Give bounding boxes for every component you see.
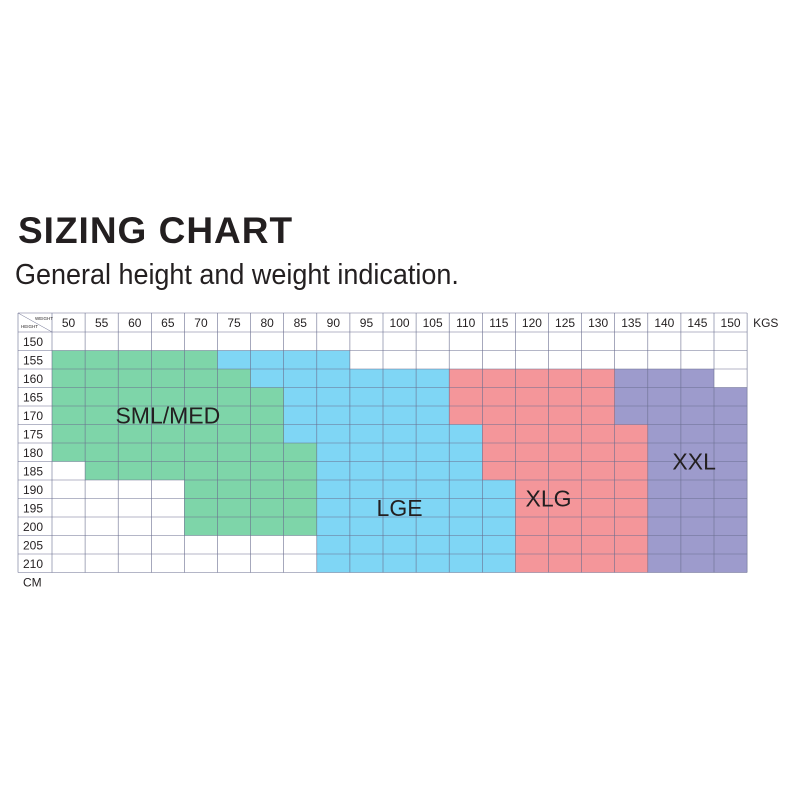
size-fill-xxl xyxy=(647,517,748,536)
size-fill-lge xyxy=(283,387,450,406)
size-fill-xxl xyxy=(614,369,714,388)
size-fill-sml-med xyxy=(52,387,284,406)
size-fill-lge xyxy=(316,461,483,480)
size-fill-sml-med xyxy=(85,461,317,480)
size-fill-lge xyxy=(283,406,450,425)
size-fill-xlg xyxy=(482,443,648,462)
size-label-lge: LGE xyxy=(377,495,423,521)
weight-tick-label: 135 xyxy=(621,316,641,330)
weight-tick-label: 115 xyxy=(489,316,508,330)
corner-height-label: HEIGHT xyxy=(21,324,38,329)
page-subtitle: General height and weight indication. xyxy=(15,259,459,291)
size-fill-xlg xyxy=(482,461,648,480)
height-tick-label: 155 xyxy=(23,354,43,368)
weight-tick-label: 120 xyxy=(522,316,542,330)
size-fill-xlg xyxy=(449,369,615,388)
size-fill-xlg xyxy=(482,424,648,443)
height-tick-label: 175 xyxy=(23,428,43,442)
weight-tick-label: 105 xyxy=(423,316,443,330)
weight-tick-label: 90 xyxy=(327,316,341,330)
size-fill-xxl xyxy=(647,461,748,480)
page-title: SIZING CHART xyxy=(18,210,294,251)
weight-tick-label: 65 xyxy=(161,316,175,330)
size-fill-xxl xyxy=(647,443,748,462)
weight-tick-label: 125 xyxy=(555,316,575,330)
height-tick-label: 165 xyxy=(23,391,43,405)
height-tick-label: 205 xyxy=(23,539,43,553)
height-tick-label: 185 xyxy=(23,465,43,479)
size-fill-xxl xyxy=(647,424,748,443)
weight-tick-label: 70 xyxy=(194,316,208,330)
height-tick-label: 195 xyxy=(23,502,43,516)
size-fill-xxl xyxy=(647,535,748,554)
weight-tick-label: 150 xyxy=(721,316,741,330)
size-fill-xxl xyxy=(647,554,748,573)
size-fill-sml-med xyxy=(52,406,284,425)
size-fill-sml-med xyxy=(52,350,218,369)
size-fill-xlg xyxy=(449,387,615,406)
height-tick-label: 170 xyxy=(23,409,43,423)
height-unit-label: CM xyxy=(23,576,42,590)
size-label-xxl: XXL xyxy=(672,449,716,475)
height-tick-label: 190 xyxy=(23,483,43,497)
size-fill-lge xyxy=(316,443,483,462)
weight-tick-label: 55 xyxy=(95,316,109,330)
size-fill-sml-med xyxy=(52,424,284,443)
weight-tick-label: 110 xyxy=(456,316,475,330)
corner-diagonal xyxy=(17,312,53,333)
weight-tick-label: 85 xyxy=(294,316,308,330)
height-tick-label: 160 xyxy=(23,372,43,386)
corner-weight-label: WEIGHT xyxy=(35,316,53,321)
weight-tick-label: 130 xyxy=(588,316,608,330)
weight-tick-label: 80 xyxy=(260,316,274,330)
height-tick-label: 200 xyxy=(23,520,43,534)
height-tick-label: 180 xyxy=(23,446,43,460)
weight-tick-label: 95 xyxy=(360,316,374,330)
height-tick-label: 210 xyxy=(23,557,43,571)
weight-tick-label: 100 xyxy=(390,316,410,330)
weight-unit-label: KGS xyxy=(753,316,778,330)
size-label-xlg: XLG xyxy=(525,486,571,512)
weight-tick-label: 60 xyxy=(128,316,142,330)
height-tick-label: 150 xyxy=(23,335,43,349)
size-fill-xxl xyxy=(647,498,748,517)
size-fill-xxl xyxy=(647,480,748,499)
weight-tick-label: 140 xyxy=(654,316,674,330)
weight-tick-label: 75 xyxy=(227,316,241,330)
size-fill-xlg xyxy=(449,406,615,425)
weight-tick-label: 50 xyxy=(62,316,76,330)
size-label-sml-med: SML/MED xyxy=(115,402,220,428)
weight-tick-label: 145 xyxy=(687,316,707,330)
